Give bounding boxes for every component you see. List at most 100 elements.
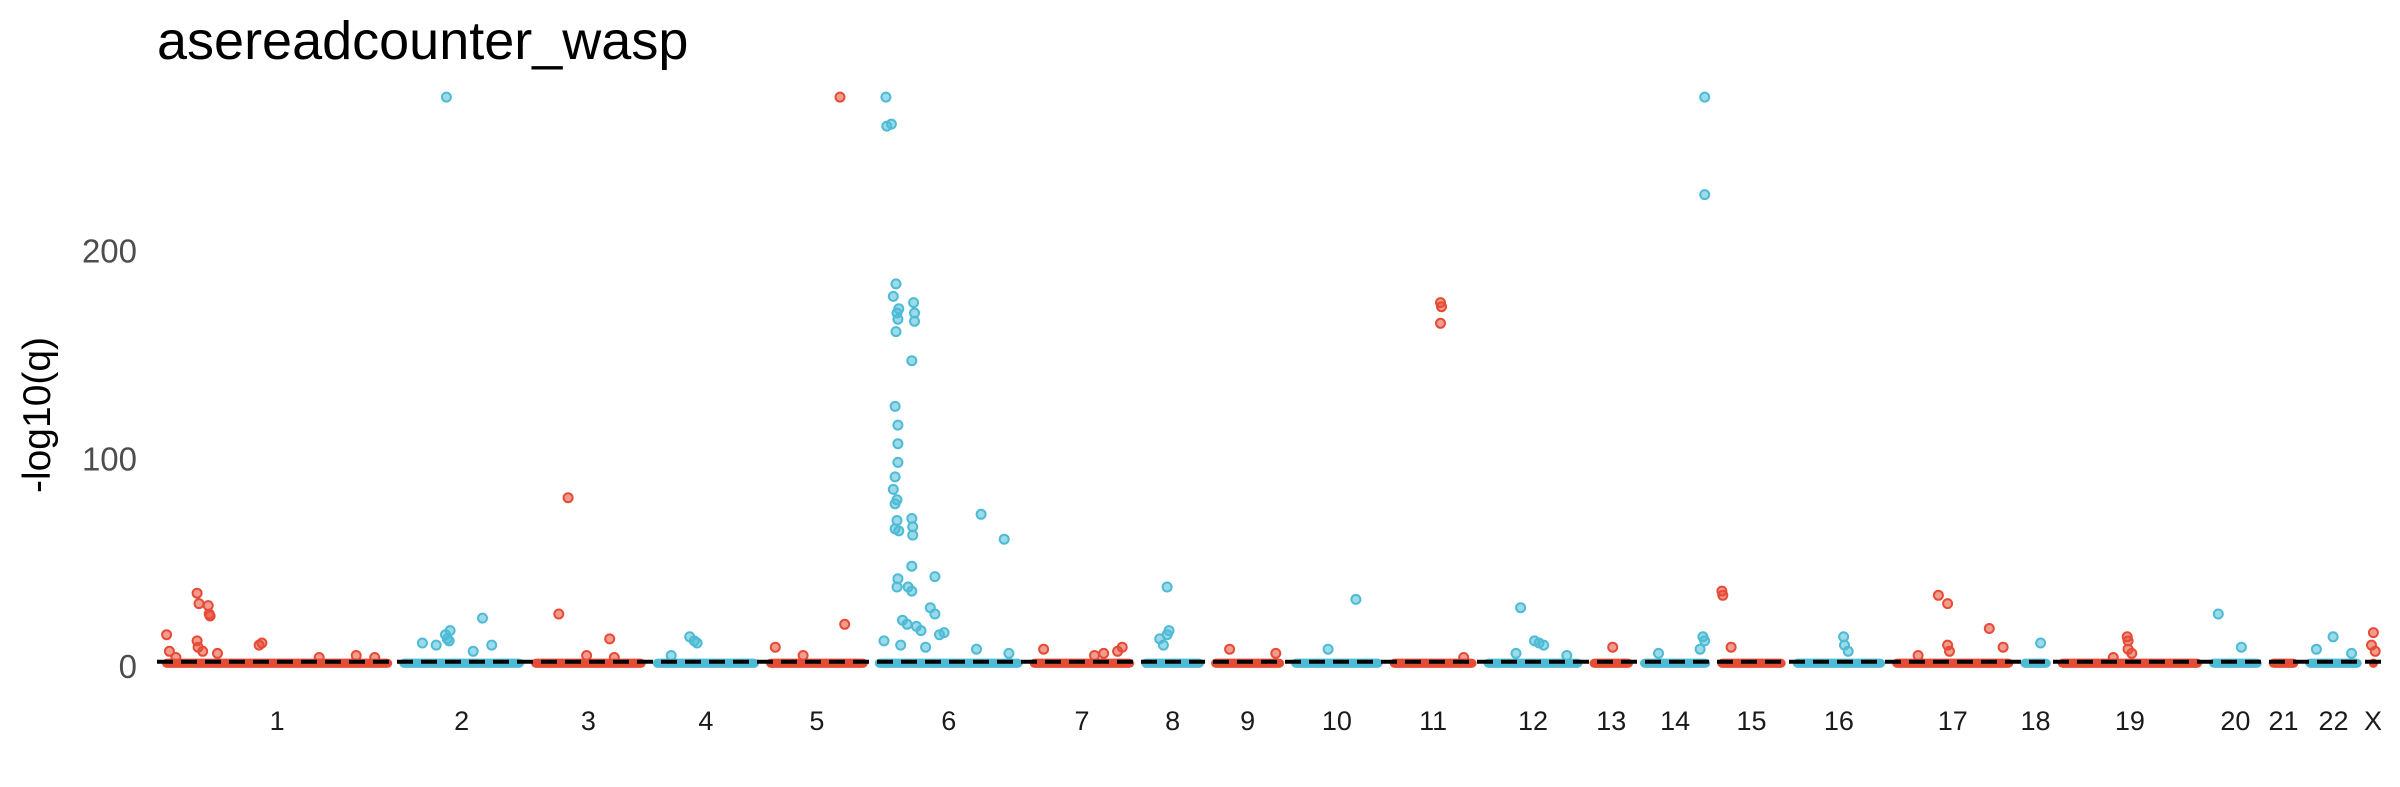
data-point (906, 585, 918, 597)
data-point (2235, 641, 2247, 653)
y-tick-label: 200 (82, 233, 137, 270)
data-point (1322, 643, 1334, 655)
data-point (892, 438, 904, 450)
data-point (1699, 635, 1711, 647)
data-point (769, 641, 781, 653)
data-point (2310, 643, 2322, 655)
x-tick-label: 2 (454, 706, 469, 736)
data-point (887, 483, 899, 495)
data-point (350, 650, 362, 661)
data-point (1694, 643, 1706, 655)
x-tick-label: 11 (1419, 706, 1447, 736)
data-point (929, 571, 941, 583)
data-point (212, 647, 223, 659)
data-point (890, 278, 902, 290)
data-point (1699, 91, 1711, 103)
data-point (1699, 189, 1711, 201)
data-point (1098, 647, 1110, 659)
data-point (971, 643, 982, 655)
data-point (839, 618, 851, 630)
data-point (416, 637, 428, 649)
data-point (443, 635, 455, 647)
data-point (1161, 581, 1173, 593)
x-tick-label: 13 (1596, 706, 1626, 736)
x-tick-label: 9 (1240, 706, 1255, 736)
data-point (1944, 645, 1955, 657)
data-point (975, 508, 987, 520)
data-point (665, 650, 677, 661)
x-tick-label: 16 (1824, 706, 1854, 736)
data-point (477, 612, 488, 624)
data-point (204, 610, 216, 622)
data-point (885, 118, 897, 130)
data-point (892, 419, 904, 431)
x-tick-label: 10 (1322, 706, 1352, 736)
data-point (256, 637, 268, 649)
data-point (1538, 639, 1550, 651)
data-point (430, 639, 442, 651)
data-point (2346, 647, 2358, 659)
data-point (1842, 645, 1854, 657)
chart-title: asereadcounter_wasp (157, 11, 689, 71)
data-point (1163, 625, 1175, 637)
data-point (1653, 647, 1664, 659)
x-tick-label: 12 (1518, 706, 1548, 736)
data-point (1224, 643, 1236, 655)
data-point (1515, 602, 1527, 614)
data-point (553, 608, 565, 620)
data-point (892, 456, 904, 468)
x-tick-label: 17 (1938, 706, 1968, 736)
data-point (1561, 650, 1573, 661)
data-point (1912, 650, 1924, 661)
data-point (691, 637, 703, 649)
data-point (891, 581, 903, 593)
data-points (161, 91, 2381, 663)
data-point (889, 400, 901, 412)
data-point (889, 498, 901, 510)
data-point (938, 627, 950, 639)
data-point (1089, 650, 1100, 661)
x-tick-label: 18 (2021, 706, 2051, 736)
y-tick-label: 100 (82, 440, 137, 477)
data-point (1116, 641, 1128, 653)
data-point (1932, 589, 1944, 601)
data-point (1157, 639, 1169, 651)
data-point (2126, 647, 2138, 659)
data-point (1997, 641, 2009, 653)
data-point (929, 608, 941, 620)
data-point (998, 533, 1010, 545)
data-point (1983, 623, 1995, 634)
data-point (890, 326, 902, 338)
x-tick-label: 15 (1736, 706, 1766, 736)
data-point (1435, 317, 1446, 329)
data-point (889, 471, 901, 483)
data-point (581, 650, 593, 661)
data-point (170, 652, 182, 663)
x-tick-label: 14 (1660, 706, 1690, 736)
data-point (191, 587, 203, 599)
data-point (893, 525, 905, 537)
data-point (444, 625, 456, 637)
data-point (892, 313, 904, 325)
data-point (1270, 647, 1282, 659)
data-point (2327, 631, 2339, 643)
data-point (1942, 598, 1954, 610)
x-tick-label: 8 (1165, 706, 1180, 736)
x-tick-label: X (2364, 706, 2382, 736)
data-point (920, 641, 932, 653)
data-point (193, 598, 205, 610)
y-axis-label: -log10(q) (16, 337, 59, 493)
x-tick-label: 6 (941, 706, 956, 736)
data-point (1038, 643, 1050, 655)
x-tick-label: 5 (809, 706, 824, 736)
data-point (2035, 637, 2047, 649)
chr-4-baseline-band (652, 658, 760, 668)
data-point (486, 639, 498, 651)
data-point (1350, 593, 1362, 605)
data-point (908, 297, 920, 309)
x-tick-label: 3 (581, 706, 596, 736)
data-point (2367, 627, 2379, 639)
data-point (906, 355, 918, 367)
data-point (878, 635, 890, 647)
data-point (1607, 641, 1619, 653)
